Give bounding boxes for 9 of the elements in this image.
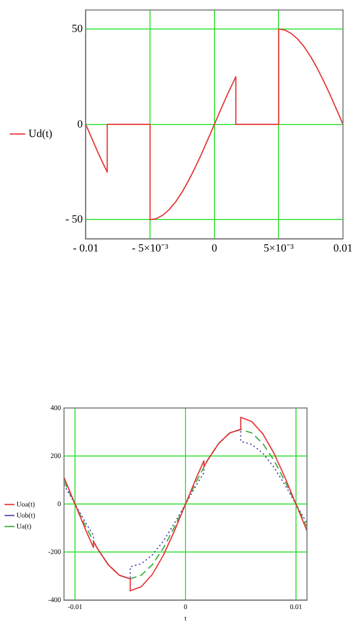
y-tick-label: 0 — [77, 118, 84, 130]
x-tick-label: 0 — [212, 242, 218, 254]
x-tick-label: 0.01 — [333, 242, 353, 254]
legend-label: Ud(t) — [28, 128, 53, 140]
x-tick-label: - 0.01 — [72, 242, 99, 254]
y-tick-label: 50 — [72, 22, 84, 35]
x-tick-label: - 5×10⁻³ — [132, 242, 169, 254]
x-tick-label: 5×10⁻³ — [264, 242, 294, 254]
y-tick-label: - 50 — [65, 214, 84, 226]
